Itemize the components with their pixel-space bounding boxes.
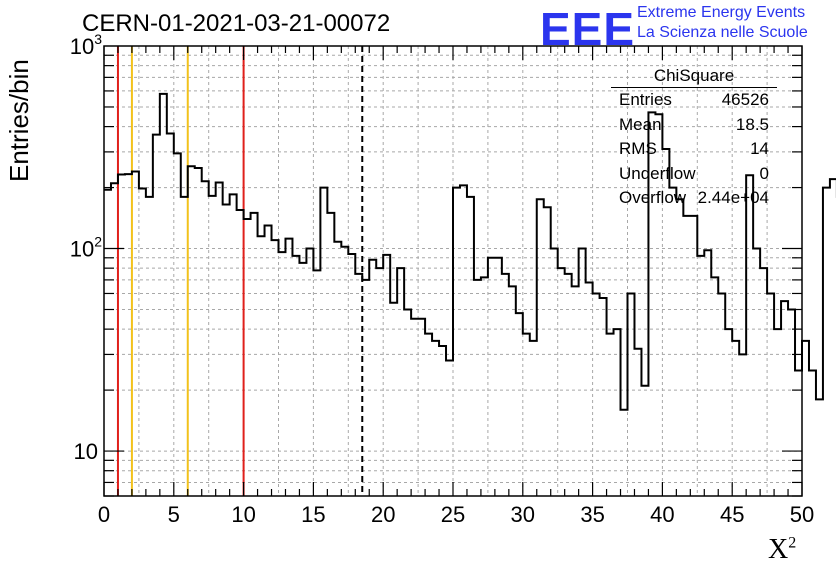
x-tick-label: 15 — [301, 502, 325, 527]
x-axis-label: X2 — [768, 534, 796, 566]
stats-key: Underflow — [619, 163, 696, 183]
stats-key: Entries — [619, 90, 672, 109]
x-tick-label: 10 — [231, 502, 255, 527]
stats-row: Overflow 2.44e+04 — [611, 188, 777, 213]
logo-line-2: La Scienza nelle Scuole — [637, 24, 808, 41]
stats-key: Mean — [619, 114, 662, 134]
x-tick-label: 30 — [511, 502, 535, 527]
stats-value: 2.44e+04 — [697, 188, 769, 207]
stats-separator — [611, 87, 777, 88]
x-tick-label: 5 — [168, 502, 180, 527]
stats-value: 46526 — [721, 90, 769, 109]
x-tick-label: 0 — [98, 502, 110, 527]
stats-title: ChiSquare — [653, 66, 735, 85]
x-tick-label: 45 — [720, 502, 744, 527]
histogram-series — [104, 92, 836, 411]
stats-value: 18.5 — [735, 114, 769, 134]
x-tick-label: 25 — [441, 502, 465, 527]
stats-row: Entries 46526 — [611, 90, 777, 115]
stats-row: Underflow 0 — [611, 164, 777, 189]
stats-key: Overflow — [619, 188, 687, 207]
x-tick-label: 35 — [580, 502, 604, 527]
stats-value: 14 — [750, 139, 769, 158]
y-tick-label: 103 — [70, 31, 102, 59]
stats-row: RMS 14 — [611, 139, 777, 164]
y-tick-label: 102 — [70, 234, 102, 262]
stats-key: RMS — [619, 139, 657, 158]
x-tick-labels: 0 5 10 15 20 25 30 35 40 45 50 — [98, 502, 814, 527]
stats-box: ChiSquare Entries 46526 Mean 18.5 RMS 14 Un… — [611, 66, 777, 213]
stats-row: Mean 18.5 — [611, 115, 777, 140]
y-axis-label-text: Entries/bin — [4, 59, 34, 182]
reference-lines — [116, 46, 364, 496]
chart-title: CERN-01-2021-03-21-00072 — [82, 10, 391, 37]
x-tick-label: 50 — [790, 502, 814, 527]
stats-value: 0 — [759, 163, 769, 183]
eee-logo: EEE — [540, 3, 636, 55]
axis-ticks — [103, 46, 803, 497]
y-tick-label: 10 — [74, 439, 98, 464]
logo-line-1: Extreme Energy Events — [637, 4, 806, 21]
x-axis-label-text: X — [768, 534, 789, 565]
x-axis-label-sup: 2 — [788, 534, 797, 552]
x-tick-label: 20 — [371, 502, 395, 527]
x-tick-label: 40 — [650, 502, 674, 527]
y-tick-labels: 10 102 103 — [70, 31, 102, 464]
y-axis-label: Entries/bin — [4, 59, 35, 182]
